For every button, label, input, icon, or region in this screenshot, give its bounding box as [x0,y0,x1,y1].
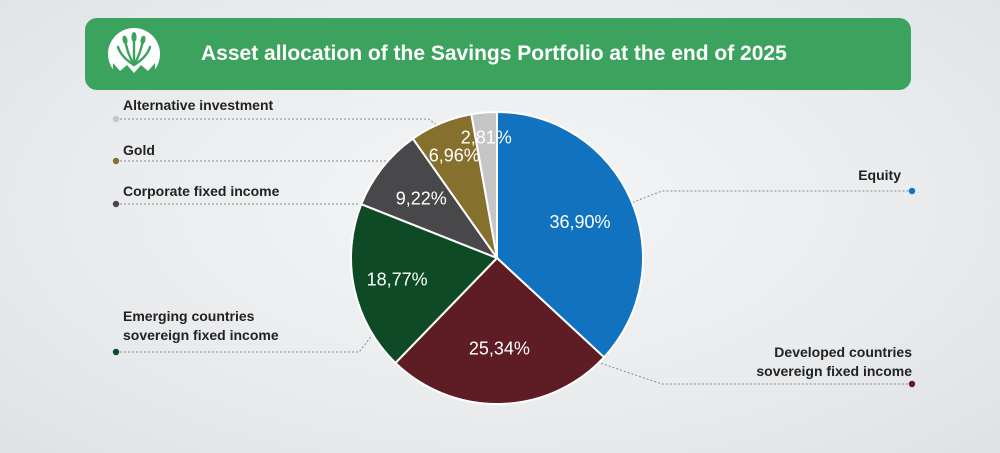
slice-value-label: 36,90% [549,212,610,232]
legend-label: Emerging countries sovereign fixed income [123,308,279,343]
legend-marker [112,157,120,165]
legend-label: Gold [123,142,155,158]
slice-value-label: 18,77% [367,270,428,290]
pie-slice [470,110,498,259]
pie-slice [496,110,645,359]
legend-marker [112,200,120,208]
pie-slice [394,256,606,405]
legend-marker [908,187,916,195]
legend-label: Equity [858,167,901,183]
legend-label: Corporate fixed income [123,183,280,199]
legend-marker [908,380,916,388]
slice-value-label: 2,81% [461,127,512,147]
chart-header-banner: Asset allocation of the Savings Portfoli… [85,18,911,90]
legend-marker [112,348,120,356]
legend-label: Alternative investment [123,97,273,113]
legend-marker [112,115,120,123]
slice-value-label: 6,96% [429,146,480,166]
wheat-emblem-logo [108,28,160,81]
chart-title: Asset allocation of the Savings Portfoli… [201,42,787,65]
legend-label: Developed countries sovereign fixed incom… [756,344,912,379]
slice-value-label: 25,34% [469,339,530,359]
leader-line [116,118,489,165]
slice-value-label: 9,22% [396,188,447,208]
pie-slice [359,137,500,261]
